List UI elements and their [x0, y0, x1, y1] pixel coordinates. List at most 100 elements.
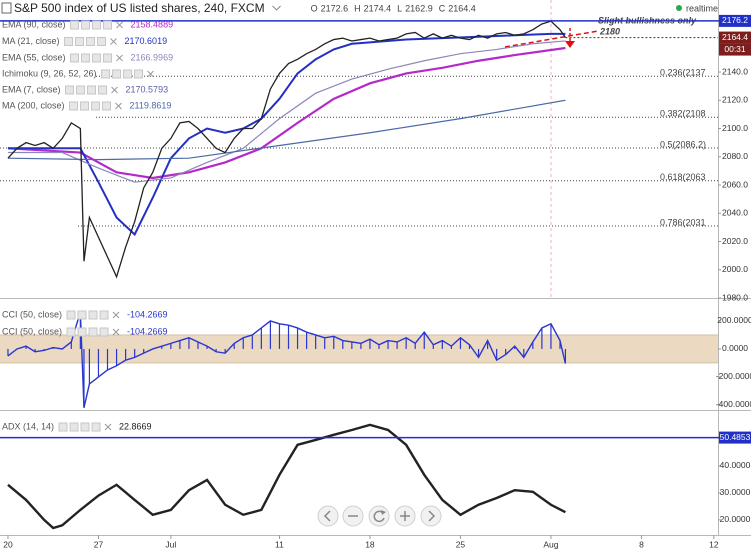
study-icon[interactable] — [77, 327, 87, 337]
scroll-right-button[interactable] — [420, 505, 442, 527]
study-icon[interactable] — [103, 20, 113, 30]
histogram-bar — [514, 346, 516, 349]
study-icon[interactable] — [76, 85, 86, 95]
study-icon[interactable] — [75, 37, 85, 46]
study-icon[interactable] — [69, 101, 79, 111]
study-icon[interactable] — [97, 37, 107, 46]
histogram-bar — [25, 346, 27, 349]
zoom-out-button[interactable] — [342, 505, 364, 527]
study-icon[interactable] — [88, 310, 98, 320]
histogram-bar — [125, 348, 127, 361]
chart-title: S&P 500 index of US listed shares, 240, … — [14, 1, 265, 15]
study-icon[interactable] — [81, 20, 91, 30]
histogram-bar — [260, 327, 262, 349]
study-icon[interactable] — [77, 310, 87, 320]
y-tick-label: 2060.0 — [722, 179, 748, 189]
x-tick-label: Aug — [543, 539, 558, 549]
y-tick-label: 2040.0 — [722, 208, 748, 218]
histogram-bar — [161, 346, 163, 349]
ohlc-label: C — [439, 3, 446, 13]
histogram-bar — [486, 340, 489, 349]
study-close[interactable] — [110, 38, 117, 45]
study-icon[interactable] — [123, 69, 133, 79]
study-icon[interactable] — [91, 422, 101, 432]
resistance-box — [719, 14, 751, 27]
study-icon[interactable] — [66, 327, 76, 337]
legend-name: CCI (50, close) — [2, 326, 62, 336]
histogram-bar — [324, 337, 326, 349]
study-icon[interactable] — [88, 327, 98, 337]
histogram-bar — [251, 334, 253, 349]
study-icon[interactable] — [103, 53, 113, 63]
y-tick-label: 1980.0 — [722, 292, 748, 302]
reset-button[interactable] — [368, 505, 390, 527]
indicator-line — [7, 311, 567, 408]
study-icon[interactable] — [70, 53, 80, 63]
y-tick-label: 30.0000 — [720, 487, 751, 497]
indicator-line — [7, 99, 566, 161]
legend-name: EMA (90, close) — [2, 19, 66, 29]
pane — [0, 311, 718, 408]
study-close[interactable] — [116, 54, 123, 62]
study-icon[interactable] — [65, 85, 75, 95]
study-icon[interactable] — [80, 422, 90, 432]
study-icon[interactable] — [87, 85, 97, 95]
legend-value: 2166.9969 — [131, 52, 174, 62]
histogram-bar — [423, 332, 425, 349]
ohlc-value: 2172.6 — [321, 3, 349, 13]
study-icon[interactable] — [81, 53, 91, 63]
histogram-bar — [296, 327, 299, 349]
study-close[interactable] — [116, 21, 123, 29]
study-icon[interactable] — [91, 101, 101, 111]
ohlc-value: 2164.4 — [448, 3, 476, 13]
study-icon[interactable] — [66, 310, 76, 320]
study-icon[interactable] — [98, 85, 108, 95]
x-tick-label: 8 — [639, 539, 644, 549]
study-icon[interactable] — [80, 101, 90, 111]
study-icon[interactable] — [86, 37, 96, 46]
study-icon[interactable] — [134, 69, 144, 79]
y-tick-label: -200.0000 — [716, 371, 751, 381]
study-icon[interactable] — [92, 53, 102, 63]
indicator-line — [7, 40, 566, 183]
study-icon[interactable] — [58, 422, 68, 432]
y-tick-label: 2140.0 — [722, 66, 748, 76]
study-close[interactable] — [104, 423, 112, 431]
study-icon[interactable] — [99, 310, 109, 320]
legend-value: -104.2669 — [127, 326, 168, 336]
study-icon[interactable] — [99, 327, 109, 337]
y-tick-label: 2080.0 — [722, 151, 748, 161]
study-close[interactable] — [111, 86, 118, 94]
study-close[interactable] — [112, 311, 120, 319]
y-tick-label: 2000.0 — [722, 264, 748, 274]
study-close[interactable] — [115, 102, 122, 110]
legend-value: 2170.5793 — [126, 84, 169, 94]
histogram-bar — [106, 348, 109, 370]
indicator-line — [7, 46, 566, 180]
study-close[interactable] — [112, 328, 120, 336]
histogram-bar — [477, 348, 480, 358]
histogram-bar — [83, 348, 85, 408]
histogram-bar — [224, 348, 226, 354]
study-icon[interactable] — [101, 69, 111, 79]
collapse-icon[interactable] — [1, 2, 12, 14]
study-icon[interactable] — [92, 20, 102, 30]
histogram-bar — [70, 341, 72, 349]
study-icon[interactable] — [70, 20, 80, 30]
zoom-in-button[interactable] — [394, 505, 416, 527]
study-icon[interactable] — [69, 422, 79, 432]
histogram-bar — [269, 320, 272, 349]
indicator-line — [7, 423, 566, 530]
legend-value: 22.8669 — [119, 421, 152, 431]
x-tick-label: 25 — [456, 539, 466, 549]
histogram-bar — [215, 348, 217, 352]
study-icon[interactable] — [102, 101, 112, 111]
study-icon[interactable] — [112, 69, 122, 79]
study-icon[interactable] — [64, 37, 74, 46]
x-tick-label: 18 — [365, 539, 375, 549]
study-close[interactable] — [147, 70, 154, 78]
histogram-bar — [342, 340, 344, 349]
histogram-bar — [170, 343, 172, 349]
scroll-left-button[interactable] — [317, 505, 339, 527]
